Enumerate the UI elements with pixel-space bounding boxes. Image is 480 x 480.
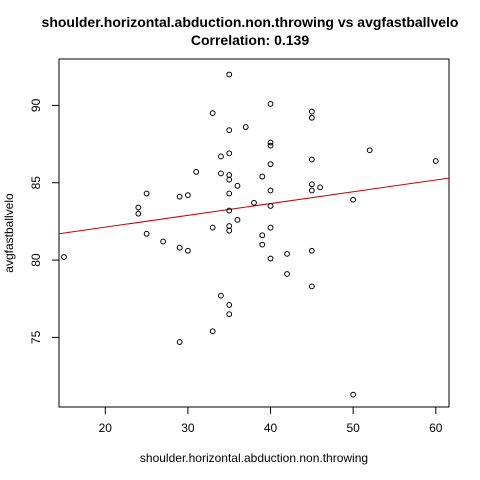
data-point	[226, 172, 233, 178]
plot-frame	[58, 58, 450, 408]
y-tick-label: 80	[29, 253, 43, 267]
data-point	[226, 227, 233, 234]
data-point	[226, 207, 233, 214]
data-point	[267, 100, 274, 107]
data-point	[317, 184, 324, 191]
data-point	[308, 247, 315, 254]
data-point	[267, 187, 274, 194]
data-points	[61, 71, 439, 398]
y-tick-label: 85	[29, 176, 43, 190]
regression-line	[58, 177, 450, 235]
data-point	[366, 147, 373, 154]
data-point	[226, 223, 233, 229]
data-point	[61, 254, 67, 260]
data-point	[184, 192, 191, 199]
data-point	[209, 328, 216, 335]
x-tick-label: 60	[429, 421, 443, 435]
data-point	[308, 187, 315, 194]
data-point	[267, 255, 274, 262]
data-point	[135, 210, 142, 217]
data-point	[267, 142, 274, 149]
data-point	[184, 247, 191, 254]
y-tick-label: 75	[29, 330, 43, 344]
chart-title: shoulder.horizontal.abduction.non.throwi…	[42, 14, 459, 30]
y-axis-label: avgfastballvelo	[2, 193, 16, 273]
data-point	[218, 153, 224, 160]
data-point	[234, 216, 241, 223]
data-point	[176, 244, 183, 251]
data-point	[234, 182, 241, 189]
data-point	[226, 190, 233, 197]
data-point	[209, 224, 216, 231]
data-point	[176, 339, 183, 345]
data-point	[308, 156, 315, 163]
data-point	[350, 391, 357, 398]
data-point	[226, 127, 233, 134]
data-point	[226, 71, 233, 78]
data-point	[308, 108, 315, 115]
data-point	[308, 181, 315, 188]
data-point	[143, 190, 150, 197]
data-point	[209, 110, 216, 117]
x-axis: 20 30 40 50 60	[99, 406, 443, 435]
data-point	[308, 114, 315, 121]
data-point	[242, 124, 249, 130]
data-point	[259, 232, 266, 239]
x-tick-label: 40	[264, 421, 278, 435]
data-point	[267, 139, 274, 146]
data-point	[284, 250, 290, 257]
data-point	[226, 176, 233, 183]
data-point	[350, 196, 357, 203]
data-point	[251, 199, 257, 206]
data-point	[267, 203, 274, 209]
data-point	[226, 150, 233, 157]
data-point	[176, 193, 183, 200]
data-point	[259, 241, 266, 248]
data-point	[308, 283, 315, 290]
data-point	[226, 311, 233, 318]
y-axis: 75 80 85 90	[29, 98, 60, 344]
x-tick-label: 20	[99, 421, 113, 435]
data-point	[160, 238, 167, 245]
trendline-group	[58, 177, 450, 235]
x-tick-label: 50	[346, 421, 360, 435]
data-point	[432, 158, 439, 164]
data-point	[259, 173, 266, 180]
chart-subtitle: Correlation: 0.139	[191, 32, 309, 48]
data-point	[135, 204, 142, 211]
data-point	[218, 292, 224, 299]
data-point	[193, 169, 200, 175]
data-point	[267, 161, 274, 168]
x-axis-label: shoulder.horizontal.abduction.non.throwi…	[140, 451, 368, 465]
data-point	[284, 271, 290, 277]
data-point	[226, 302, 233, 308]
data-point	[267, 224, 274, 231]
data-point	[143, 230, 150, 237]
y-tick-label: 90	[29, 98, 43, 112]
data-point	[218, 170, 224, 177]
x-tick-label: 30	[181, 421, 195, 435]
